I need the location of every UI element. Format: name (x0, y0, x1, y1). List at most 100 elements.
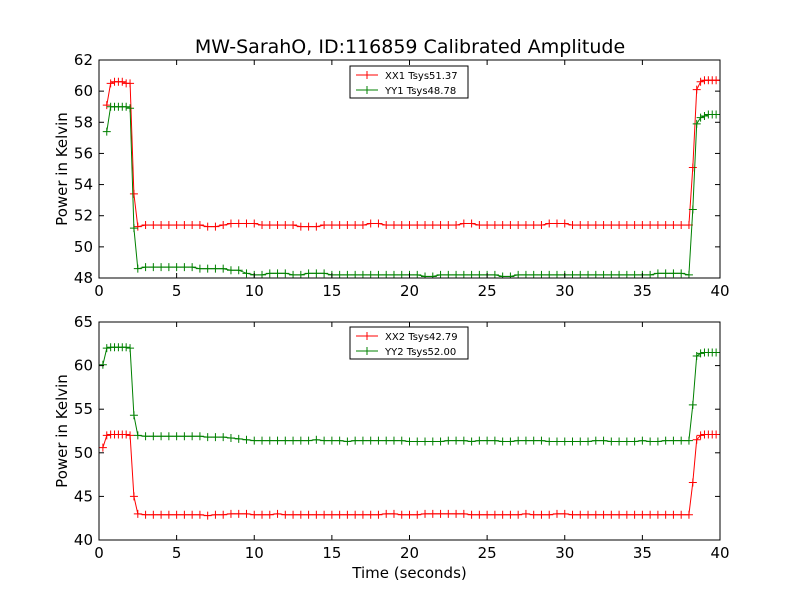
data-point-marker (234, 434, 243, 443)
data-point-marker (258, 221, 267, 230)
data-point-marker (653, 437, 662, 446)
data-point-marker (219, 264, 228, 273)
data-point-marker (537, 221, 546, 230)
x-tick-label: 5 (172, 544, 182, 562)
data-point-marker (688, 478, 697, 487)
data-point-marker (129, 224, 138, 233)
data-point-marker (358, 510, 367, 519)
data-point-marker (141, 432, 150, 441)
data-point-marker (498, 510, 507, 519)
data-point-marker (560, 219, 569, 228)
data-point-marker (444, 436, 453, 445)
legend-box (349, 65, 469, 99)
y-tick-label: 62 (74, 51, 93, 69)
data-point-marker (591, 221, 600, 230)
data-point-marker (304, 222, 313, 231)
data-point-marker (312, 222, 321, 231)
y-tick-label: 55 (74, 400, 93, 418)
y-axis-label: Power in Kelvin (53, 374, 71, 488)
data-point-marker (467, 437, 476, 446)
data-point-marker (327, 436, 336, 445)
data-point-marker (234, 266, 243, 275)
data-point-marker (219, 510, 228, 519)
data-point-marker (188, 432, 197, 441)
y-tick-label: 40 (74, 531, 93, 549)
data-point-marker (211, 222, 220, 231)
data-point-marker (696, 431, 705, 440)
data-point-marker (521, 436, 530, 445)
data-point-marker (653, 269, 662, 278)
data-point-marker (405, 510, 414, 519)
x-tick-label: 30 (555, 544, 574, 562)
data-point-marker (428, 509, 437, 518)
data-point-marker (149, 510, 158, 519)
data-point-marker (265, 510, 274, 519)
data-point-marker (545, 437, 554, 446)
data-point-marker (688, 400, 697, 409)
data-point-marker (122, 102, 131, 111)
data-point-marker (552, 509, 561, 518)
x-tick-label: 20 (400, 544, 419, 562)
data-point-marker (188, 263, 197, 272)
data-point-marker (677, 221, 686, 230)
data-point-marker (296, 436, 305, 445)
data-point-marker (382, 221, 391, 230)
data-point-marker (203, 264, 212, 273)
data-point-marker (320, 221, 329, 230)
x-tick-label: 30 (555, 282, 574, 300)
data-point-marker (296, 222, 305, 231)
data-point-marker (157, 432, 166, 441)
data-point-marker (490, 221, 499, 230)
figure-title: MW-SarahO, ID:116859 Calibrated Amplitud… (195, 36, 625, 58)
data-point-marker (684, 436, 693, 445)
data-point-marker (129, 411, 138, 420)
data-point-marker (584, 510, 593, 519)
legend-marker (363, 86, 371, 94)
data-point-marker (335, 221, 344, 230)
data-point-marker (242, 509, 251, 518)
data-point-marker (281, 510, 290, 519)
data-point-marker (413, 510, 422, 519)
legend-label: YY1 Tsys48.78 (384, 86, 456, 97)
data-point-marker (661, 436, 670, 445)
data-point-marker (265, 436, 274, 445)
data-point-marker (273, 269, 282, 278)
data-point-marker (304, 269, 313, 278)
data-point-marker (529, 221, 538, 230)
data-point-marker (560, 509, 569, 518)
data-point-marker (413, 437, 422, 446)
data-point-marker (180, 221, 189, 230)
data-point-marker (180, 510, 189, 519)
data-point-marker (483, 436, 492, 445)
y-tick-label: 60 (74, 357, 93, 375)
data-point-marker (149, 221, 158, 230)
y-axis-label: Power in Kelvin (53, 112, 71, 226)
data-point-marker (343, 221, 352, 230)
data-point-marker (576, 437, 585, 446)
data-point-marker (172, 221, 181, 230)
data-point-marker (428, 221, 437, 230)
data-point-marker (389, 509, 398, 518)
y-tick-label: 52 (74, 207, 93, 225)
data-point-marker (203, 433, 212, 442)
data-point-marker (250, 510, 259, 519)
data-point-marker (172, 510, 181, 519)
data-point-marker (226, 219, 235, 228)
data-point-marker (428, 272, 437, 278)
data-point-marker (133, 222, 142, 231)
data-point-marker (599, 436, 608, 445)
data-point-marker (669, 269, 678, 278)
data-point-marker (630, 221, 639, 230)
y-tick-label: 50 (74, 444, 93, 462)
data-point-marker (688, 163, 697, 172)
data-point-marker (498, 221, 507, 230)
data-point-marker (250, 219, 259, 228)
data-point-marker (568, 221, 577, 230)
data-point-marker (312, 435, 321, 444)
data-point-marker (219, 433, 228, 442)
data-point-marker (716, 348, 720, 357)
data-point-marker (234, 219, 243, 228)
data-point-marker (661, 221, 670, 230)
series-yy2 (99, 343, 720, 446)
data-point-marker (99, 443, 107, 452)
